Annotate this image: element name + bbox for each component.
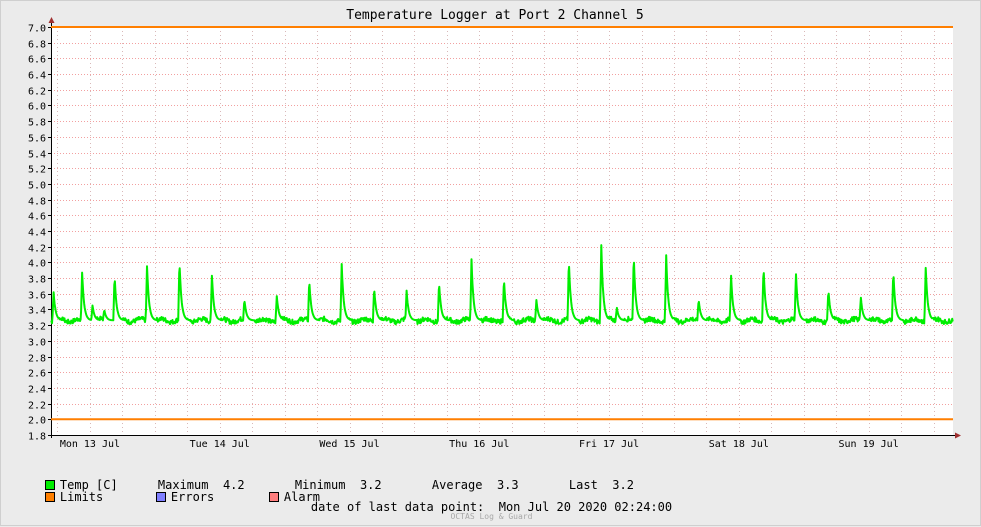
- temp-swatch-icon: [44, 480, 55, 490]
- grid-lines: [51, 27, 953, 436]
- x-tick-label: Sat 18 Jul: [709, 439, 769, 450]
- x-tick-label: Sun 19 Jul: [839, 439, 899, 450]
- limit-lines: [51, 26, 953, 421]
- last-data-point: date of last data point: Mon Jul 20 2020…: [310, 500, 673, 514]
- errors-swatch-icon: [155, 492, 166, 502]
- y-tick-label: 3.2: [28, 322, 46, 333]
- temperature-series-line: [50, 244, 954, 326]
- legend-limits-label: Limits: [59, 490, 104, 504]
- legend-temp: Temp [C]: [16, 464, 118, 506]
- y-tick-labels: 1.8 2.0 2.2 2.4 2.6 2.8 3.0 3.2 3.4 3.6 3.8 4.0 4.2 4…: [28, 24, 46, 443]
- stat-last-label: Last: [568, 478, 598, 492]
- stat-maximum: Maximum 4.2: [129, 464, 245, 506]
- stat-min-label: Minimum: [294, 478, 346, 492]
- y-tick-label: 5.0: [28, 181, 46, 192]
- y-tick-label: 3.0: [28, 338, 46, 349]
- y-tick-label: 4.2: [28, 244, 46, 255]
- x-tick-label: Thu 16 Jul: [449, 439, 509, 450]
- x-tick-label: Fri 17 Jul: [579, 439, 639, 450]
- y-tick-label: 6.4: [28, 71, 46, 82]
- stat-max-value: 4.2: [222, 478, 245, 492]
- y-tick-label: 3.8: [28, 275, 46, 286]
- x-tick-label: Tue 14 Jul: [190, 439, 250, 450]
- stat-last-value: 3.2: [612, 478, 634, 492]
- y-tick-label: 1.8: [28, 432, 46, 443]
- x-axis-arrow-icon: [955, 432, 961, 439]
- stat-min-value: 3.2: [359, 478, 382, 492]
- y-tick-label: 3.4: [28, 306, 46, 317]
- legend-errors: Errors: [127, 476, 214, 518]
- y-tick-label: 7.0: [28, 24, 46, 35]
- axes: [48, 17, 961, 439]
- y-axis-arrow-icon: [48, 17, 55, 23]
- watermark: OCTAS Log & Guard: [450, 512, 533, 521]
- y-tick-label: 2.8: [28, 354, 46, 365]
- stat-minimum: Minimum 3.2: [266, 464, 382, 506]
- stat-avg-label: Average: [431, 478, 483, 492]
- y-tick-label: 4.4: [28, 228, 46, 239]
- y-tick-label: 2.4: [28, 385, 46, 396]
- stat-last: Last 3.2: [540, 464, 634, 506]
- y-tick-label: 4.8: [28, 197, 46, 208]
- x-tick-label: Mon 13 Jul: [60, 439, 120, 450]
- y-tick-label: 5.4: [28, 150, 46, 161]
- y-tick-label: 6.6: [28, 55, 46, 66]
- limits-swatch-icon: [44, 492, 55, 502]
- y-tick-label: 4.6: [28, 212, 46, 223]
- legend-limits: Limits: [16, 476, 103, 518]
- stat-avg-value: 3.3: [496, 478, 519, 492]
- y-tick-label: 2.6: [28, 369, 46, 380]
- legend-temp-label: Temp [C]: [59, 478, 118, 492]
- y-tick-label: 5.8: [28, 118, 46, 129]
- y-tick-label: 3.6: [28, 291, 46, 302]
- alarm-swatch-icon: [268, 492, 279, 502]
- x-tick-label: Wed 15 Jul: [319, 439, 379, 450]
- y-tick-label: 2.2: [28, 401, 46, 412]
- chart-title: Temperature Logger at Port 2 Channel 5: [346, 8, 643, 23]
- legend-errors-label: Errors: [170, 490, 215, 504]
- x-tick-labels: Mon 13 Jul Tue 14 Jul Wed 15 Jul Thu 16 Jul…: [60, 439, 899, 450]
- legend-alarm-label: Alarm: [283, 490, 321, 504]
- y-tick-label: 6.2: [28, 87, 46, 98]
- series-lines: [50, 244, 954, 326]
- y-tick-label: 6.0: [28, 102, 46, 113]
- y-tick-label: 5.6: [28, 134, 46, 145]
- legend-alarm: Alarm: [240, 476, 320, 518]
- y-tick-label: 2.0: [28, 416, 46, 427]
- y-tick-label: 4.0: [28, 259, 46, 270]
- stat-max-label: Maximum: [157, 478, 209, 492]
- y-tick-label: 6.8: [28, 40, 46, 51]
- stat-average: Average 3.3: [403, 464, 519, 506]
- y-tick-label: 5.2: [28, 165, 46, 176]
